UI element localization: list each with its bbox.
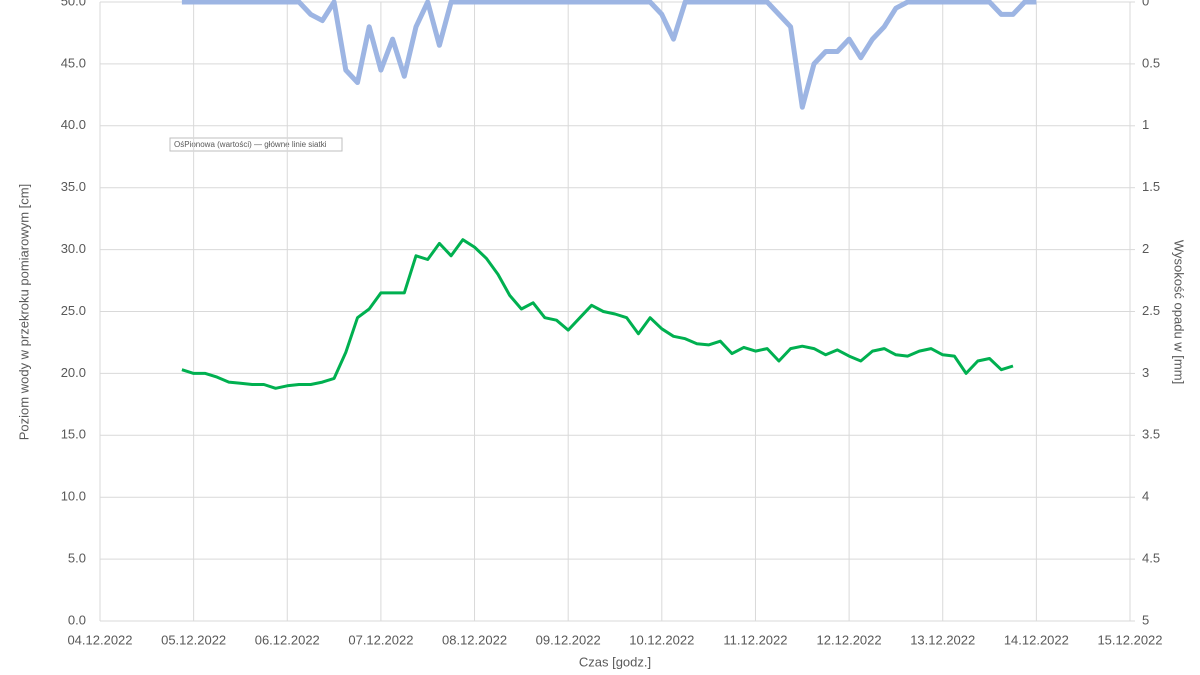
y2-tick-label: 2.5 xyxy=(1142,303,1160,318)
x-tick-label: 05.12.2022 xyxy=(161,632,226,647)
x-tick-label: 12.12.2022 xyxy=(817,632,882,647)
y2-tick-label: 0 xyxy=(1142,0,1149,8)
y2-tick-label: 3.5 xyxy=(1142,427,1160,442)
x-axis-label: Czas [godz.] xyxy=(579,654,651,669)
y2-axis-label: Wysokość opadu w [mm] xyxy=(1172,240,1187,384)
y-tick-label: 0.0 xyxy=(68,612,86,627)
y2-tick-label: 4 xyxy=(1142,489,1149,504)
y2-tick-label: 1.5 xyxy=(1142,179,1160,194)
annotation: OśPionowa (wartości) — główne linie siat… xyxy=(174,140,327,149)
y-tick-label: 20.0 xyxy=(61,365,86,380)
y-tick-label: 35.0 xyxy=(61,179,86,194)
x-tick-label: 14.12.2022 xyxy=(1004,632,1069,647)
y-tick-label: 5.0 xyxy=(68,551,86,566)
x-tick-label: 15.12.2022 xyxy=(1097,632,1162,647)
y2-tick-label: 0.5 xyxy=(1142,55,1160,70)
y-tick-label: 25.0 xyxy=(61,303,86,318)
y-tick-label: 45.0 xyxy=(61,55,86,70)
y-tick-label: 30.0 xyxy=(61,241,86,256)
y2-tick-label: 5 xyxy=(1142,612,1149,627)
annotation-box xyxy=(169,137,343,152)
x-tick-label: 13.12.2022 xyxy=(910,632,975,647)
x-tick-label: 06.12.2022 xyxy=(255,632,320,647)
x-tick-label: 10.12.2022 xyxy=(629,632,694,647)
y2-tick-label: 1 xyxy=(1142,117,1149,132)
data-line xyxy=(181,238,1014,390)
y-tick-label: 10.0 xyxy=(61,489,86,504)
data-line xyxy=(181,0,1037,110)
y-tick-label: 15.0 xyxy=(61,427,86,442)
x-tick-label: 07.12.2022 xyxy=(348,632,413,647)
y2-tick-label: 4.5 xyxy=(1142,551,1160,566)
y-axis-label: Poziom wody w przekroku pomiarowym [cm] xyxy=(16,184,31,440)
y2-tick-label: 2 xyxy=(1142,241,1149,256)
y-tick-label: 50.0 xyxy=(61,0,86,8)
y2-tick-label: 3 xyxy=(1142,365,1149,380)
x-tick-label: 09.12.2022 xyxy=(536,632,601,647)
x-tick-label: 11.12.2022 xyxy=(723,632,787,647)
x-tick-label: 04.12.2022 xyxy=(67,632,132,647)
x-tick-label: 08.12.2022 xyxy=(442,632,507,647)
y-tick-label: 40.0 xyxy=(61,117,86,132)
